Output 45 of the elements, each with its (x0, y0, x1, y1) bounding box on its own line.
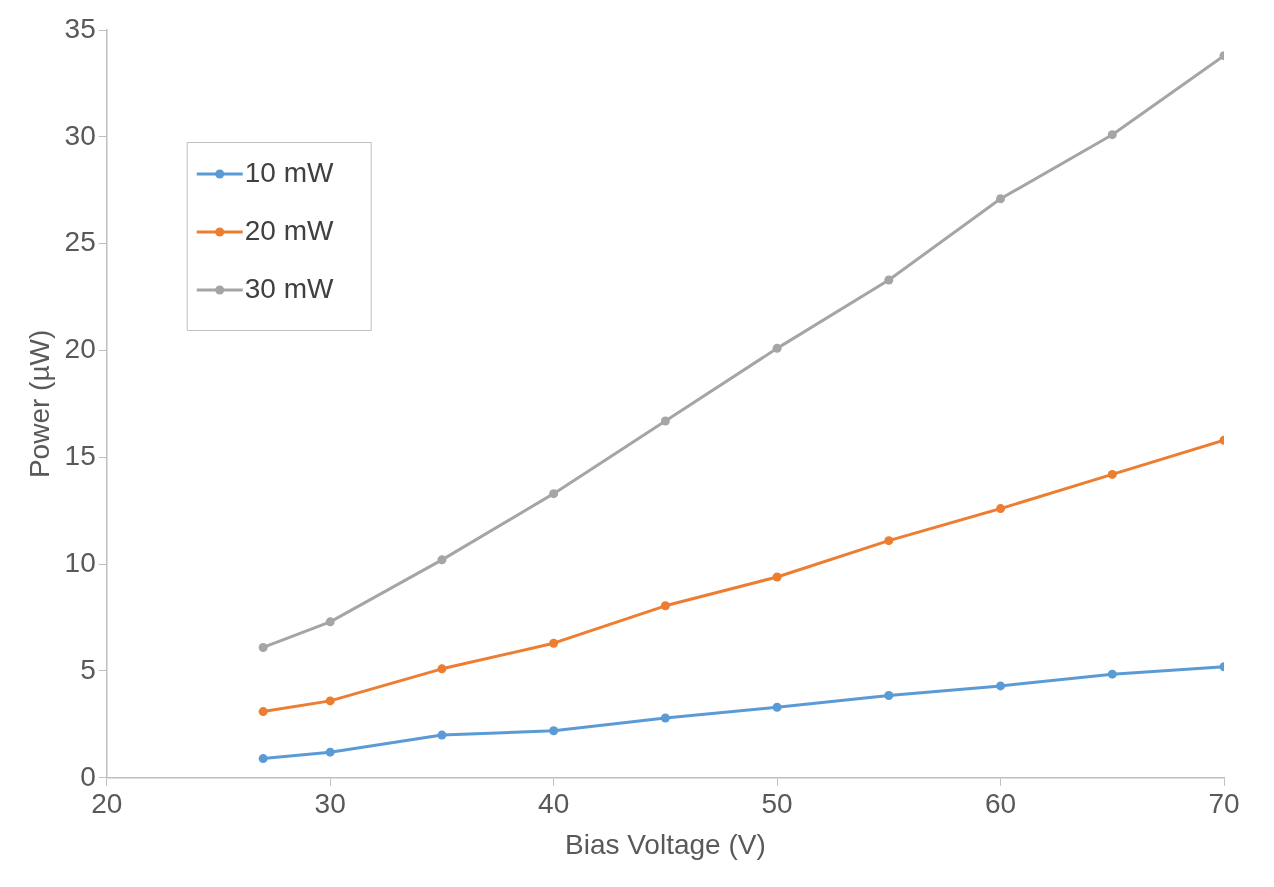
point (996, 681, 1006, 691)
y-tick-label: 15 (64, 440, 96, 472)
point (772, 702, 782, 712)
y-tick-label: 20 (64, 333, 96, 365)
y-tick-label: 25 (64, 226, 96, 258)
point (549, 638, 559, 648)
point (325, 696, 335, 706)
y-tick-label: 0 (80, 760, 96, 792)
x-tick-label: 30 (314, 788, 346, 820)
legend-label: 30 mW (244, 272, 334, 304)
y-tick-label: 5 (80, 653, 96, 685)
point (258, 707, 268, 717)
point (660, 416, 670, 426)
point (884, 536, 894, 546)
x-tick-label: 70 (1208, 788, 1240, 820)
point (660, 713, 670, 723)
point (549, 726, 559, 736)
x-tick-label: 50 (761, 788, 793, 820)
point (1107, 469, 1117, 479)
y-tick-label: 35 (64, 12, 96, 44)
point (1107, 130, 1117, 140)
point (996, 504, 1006, 514)
point (258, 642, 268, 652)
point (1107, 669, 1117, 679)
point (772, 572, 782, 582)
point (258, 754, 268, 764)
x-axis-title: Bias Voltage (V) (564, 828, 766, 860)
legend-label: 10 mW (244, 156, 334, 188)
point (437, 555, 447, 565)
y-axis-title: Power (µW) (23, 329, 55, 479)
y-tick-label: 10 (64, 546, 96, 578)
point (660, 601, 670, 611)
point (437, 730, 447, 740)
point (772, 343, 782, 353)
point (549, 489, 559, 499)
point (325, 747, 335, 757)
y-tick-label: 30 (64, 119, 96, 151)
point (884, 275, 894, 285)
x-tick-label: 60 (984, 788, 1017, 820)
point (437, 664, 447, 674)
x-tick-label: 40 (538, 788, 570, 820)
legend-label: 20 mW (244, 214, 334, 246)
point (996, 194, 1006, 204)
point (325, 617, 335, 627)
point (884, 691, 894, 701)
